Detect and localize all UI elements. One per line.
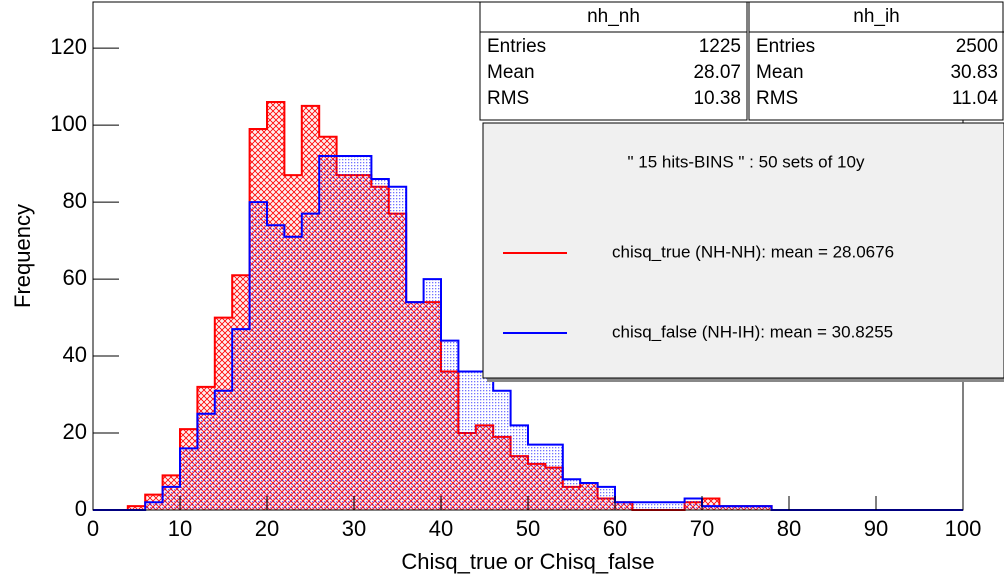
histogram-bar bbox=[528, 444, 546, 510]
x-axis-label: Chisq_true or Chisq_false bbox=[401, 549, 654, 574]
stats-boxes: nh_nh Entries 1225 Mean 28.07 RMS 10.38 nh_ih En… bbox=[479, 1, 1004, 121]
histogram-bar bbox=[475, 371, 494, 510]
histogram-bar bbox=[406, 302, 424, 510]
x-tick-label: 70 bbox=[690, 516, 714, 541]
stats-value: 11.04 bbox=[952, 88, 999, 109]
x-tick-label: 50 bbox=[516, 516, 540, 541]
x-tick-label: 30 bbox=[342, 516, 366, 541]
stats-value: 2500 bbox=[956, 36, 998, 57]
histogram-bar bbox=[423, 279, 441, 510]
histogram-series bbox=[93, 154, 963, 511]
x-tick-label: 0 bbox=[87, 516, 99, 541]
y-tick-label: 120 bbox=[50, 34, 87, 59]
x-tick-label: 20 bbox=[255, 516, 279, 541]
histogram-bar bbox=[284, 236, 302, 510]
histogram-bar bbox=[754, 506, 772, 510]
histogram-bar bbox=[667, 502, 685, 510]
y-tick-label: 40 bbox=[63, 342, 87, 367]
y-tick-label: 20 bbox=[63, 419, 87, 444]
histogram-bar bbox=[719, 506, 737, 510]
stats-label: Entries bbox=[756, 36, 815, 57]
y-tick-label: 0 bbox=[75, 496, 87, 521]
histogram-bar bbox=[336, 155, 354, 510]
x-tick-label: 10 bbox=[168, 516, 192, 541]
stats-value: 28.07 bbox=[693, 62, 741, 83]
histogram-bar bbox=[267, 225, 285, 510]
stats-label: Entries bbox=[487, 36, 546, 57]
histogram-bar bbox=[441, 340, 459, 510]
legend: " 15 hits-BINS " : 50 sets of 10y chisq_… bbox=[482, 122, 1004, 382]
histogram-bar bbox=[562, 479, 581, 510]
histogram-bar bbox=[180, 448, 198, 510]
y-tick-label: 60 bbox=[63, 265, 87, 290]
histogram-bar bbox=[127, 506, 146, 510]
histogram-bar bbox=[597, 486, 615, 510]
stats-label: Mean bbox=[756, 62, 804, 83]
histogram-bar bbox=[684, 498, 702, 510]
histogram-outline bbox=[93, 154, 963, 511]
histogram-bar bbox=[371, 179, 389, 510]
histogram-bar bbox=[319, 155, 337, 510]
x-tick-label: 80 bbox=[777, 516, 801, 541]
x-tick-label: 90 bbox=[864, 516, 888, 541]
histogram-bar bbox=[580, 483, 598, 510]
stats-box bbox=[479, 1, 748, 121]
histogram-bar bbox=[736, 506, 755, 510]
y-axis-label: Frequency bbox=[10, 204, 35, 308]
histogram-bar bbox=[388, 186, 407, 510]
histogram-bar bbox=[649, 502, 668, 510]
histogram-bar bbox=[615, 502, 633, 510]
histogram-bar bbox=[249, 202, 267, 510]
histogram-bar bbox=[632, 502, 650, 510]
stats-value: 1225 bbox=[699, 36, 741, 57]
histogram-bar bbox=[354, 155, 372, 510]
histogram-bar bbox=[214, 390, 233, 510]
stats-label: RMS bbox=[487, 88, 529, 109]
x-tick-label: 60 bbox=[603, 516, 627, 541]
x-tick-label: 40 bbox=[429, 516, 453, 541]
histogram-bar bbox=[197, 413, 215, 510]
stats-value: 30.83 bbox=[950, 62, 998, 83]
histogram-bar bbox=[702, 506, 720, 510]
histogram-bar bbox=[545, 444, 563, 510]
y-tick-label: 80 bbox=[63, 188, 87, 213]
histogram-bar bbox=[145, 502, 163, 510]
stats-title: nh_nh bbox=[587, 6, 640, 27]
stats-title: nh_ih bbox=[853, 6, 900, 27]
stats-label: RMS bbox=[756, 88, 798, 109]
stats-label: Mean bbox=[487, 62, 535, 83]
histogram-bar bbox=[458, 371, 476, 510]
histogram-bar bbox=[301, 213, 320, 510]
plot-area bbox=[93, 101, 963, 511]
stats-value: 10.38 bbox=[693, 88, 741, 109]
histogram-bar bbox=[702, 498, 720, 510]
histogram-bar bbox=[232, 329, 250, 510]
legend-label: chisq_true (NH-NH): mean = 28.0676 bbox=[612, 242, 894, 261]
legend-box bbox=[482, 122, 1004, 379]
histogram-bar bbox=[510, 425, 528, 510]
stats-box bbox=[748, 1, 1004, 121]
legend-header: " 15 hits-BINS " : 50 sets of 10y bbox=[628, 152, 865, 171]
histogram-bar bbox=[162, 486, 180, 510]
y-tick-label: 100 bbox=[50, 111, 87, 136]
legend-label: chisq_false (NH-IH): mean = 30.8255 bbox=[612, 322, 893, 341]
histogram-bar bbox=[493, 390, 511, 510]
x-tick-label: 100 bbox=[945, 516, 982, 541]
